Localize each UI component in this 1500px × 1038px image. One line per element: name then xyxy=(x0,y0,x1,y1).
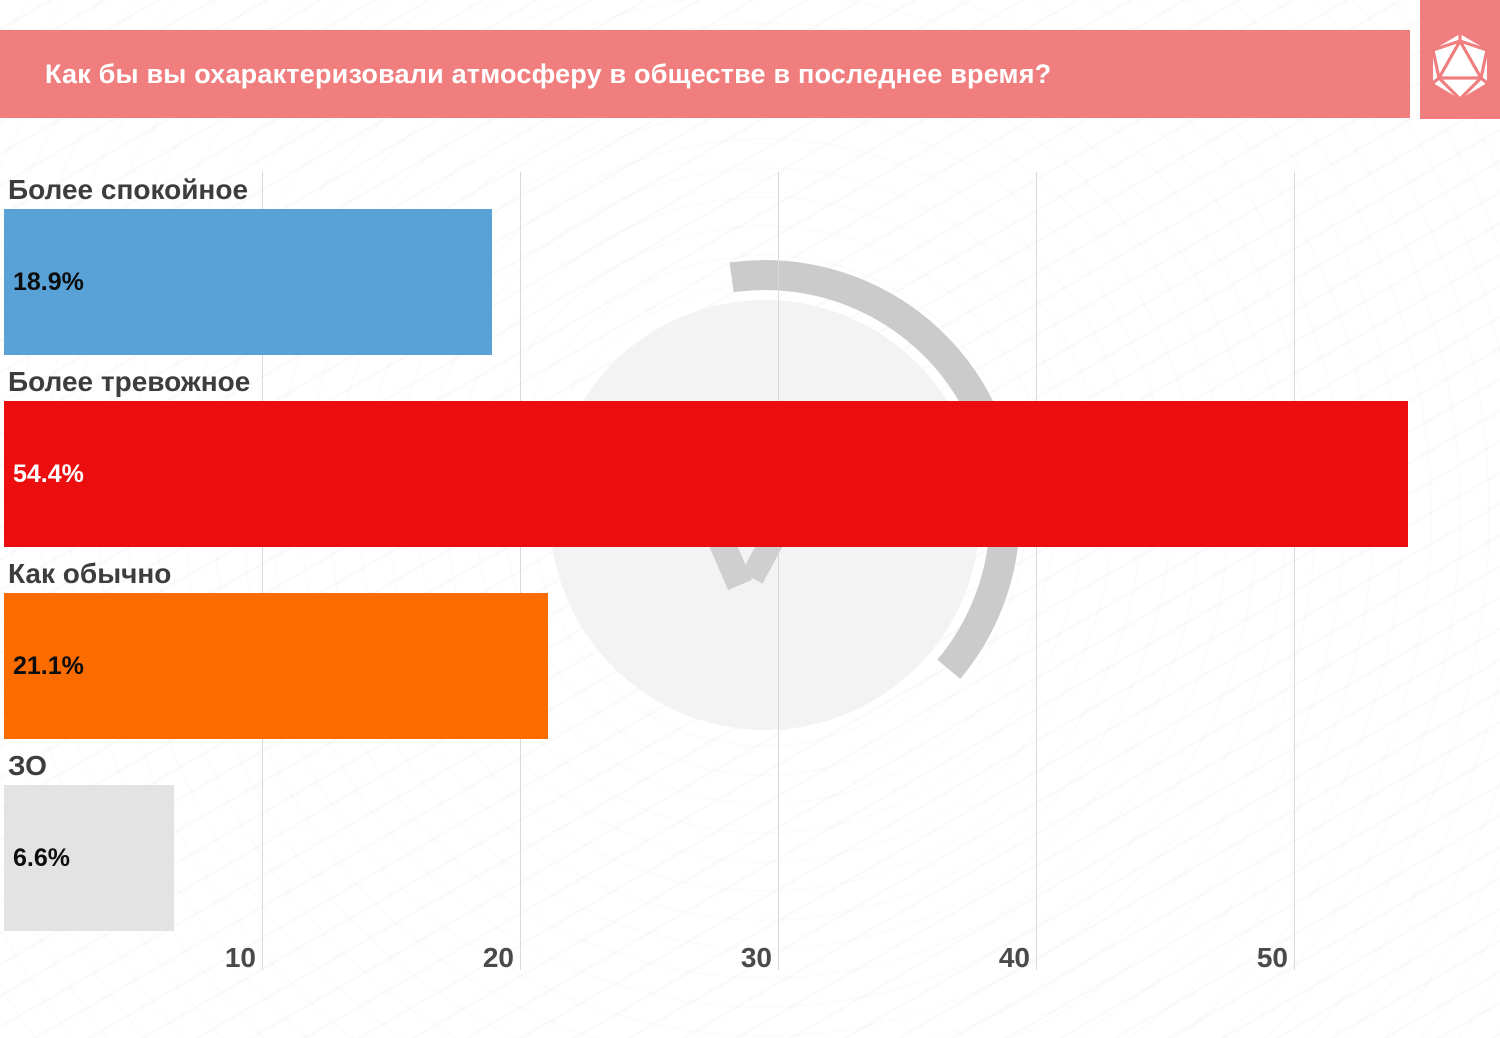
question-header: Как бы вы охарактеризовали атмосферу в о… xyxy=(0,30,1410,118)
category-label: ЗО xyxy=(8,750,47,781)
bar: 21.1% xyxy=(4,593,548,739)
value-label: 6.6% xyxy=(13,843,70,872)
value-label: 21.1% xyxy=(13,651,84,680)
x-tick-label: 40 xyxy=(998,942,1030,973)
gridline xyxy=(520,172,521,970)
question-title: Как бы вы охарактеризовали атмосферу в о… xyxy=(45,58,1052,89)
logo-badge xyxy=(1420,0,1500,119)
gridline xyxy=(1036,172,1037,970)
gridline xyxy=(1294,172,1295,970)
gridline xyxy=(262,172,263,970)
bar: 54.4% xyxy=(4,401,1408,547)
x-tick-label: 20 xyxy=(482,942,514,973)
x-tick-label: 10 xyxy=(224,942,256,973)
value-label: 18.9% xyxy=(13,267,84,296)
gridline xyxy=(778,172,779,970)
bar: 18.9% xyxy=(4,209,492,355)
value-label: 54.4% xyxy=(13,459,84,488)
category-label: Более спокойное xyxy=(8,174,249,205)
x-tick-label: 50 xyxy=(1256,942,1288,973)
bar: 6.6% xyxy=(4,785,174,931)
category-label: Как обычно xyxy=(8,558,172,589)
category-label: Более тревожное xyxy=(8,366,251,397)
x-tick-label: 30 xyxy=(740,942,772,973)
d20-dice-icon xyxy=(1431,34,1489,101)
